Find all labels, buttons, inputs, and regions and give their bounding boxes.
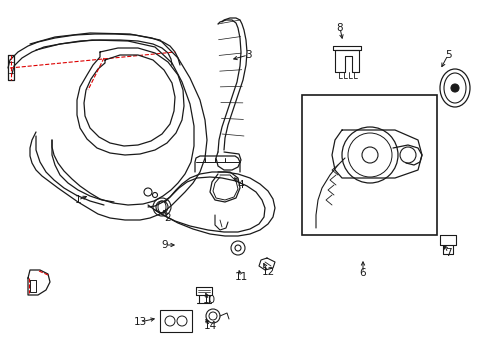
Text: 4: 4 <box>237 180 244 190</box>
Bar <box>302 95 436 235</box>
Text: 13: 13 <box>133 317 146 327</box>
Text: 12: 12 <box>261 267 274 277</box>
Circle shape <box>205 309 220 323</box>
Text: 6: 6 <box>359 268 366 278</box>
Text: 9: 9 <box>162 240 168 250</box>
Text: 5: 5 <box>444 50 450 60</box>
Text: 2: 2 <box>164 213 171 223</box>
Ellipse shape <box>439 69 469 107</box>
Text: 3: 3 <box>244 50 251 60</box>
Circle shape <box>450 84 458 92</box>
Text: 10: 10 <box>202 295 215 305</box>
Text: 7: 7 <box>444 248 450 258</box>
Bar <box>160 310 192 332</box>
Text: 8: 8 <box>336 23 343 33</box>
Text: 11: 11 <box>234 272 247 282</box>
Text: 1: 1 <box>75 195 81 205</box>
Text: 14: 14 <box>203 321 216 331</box>
